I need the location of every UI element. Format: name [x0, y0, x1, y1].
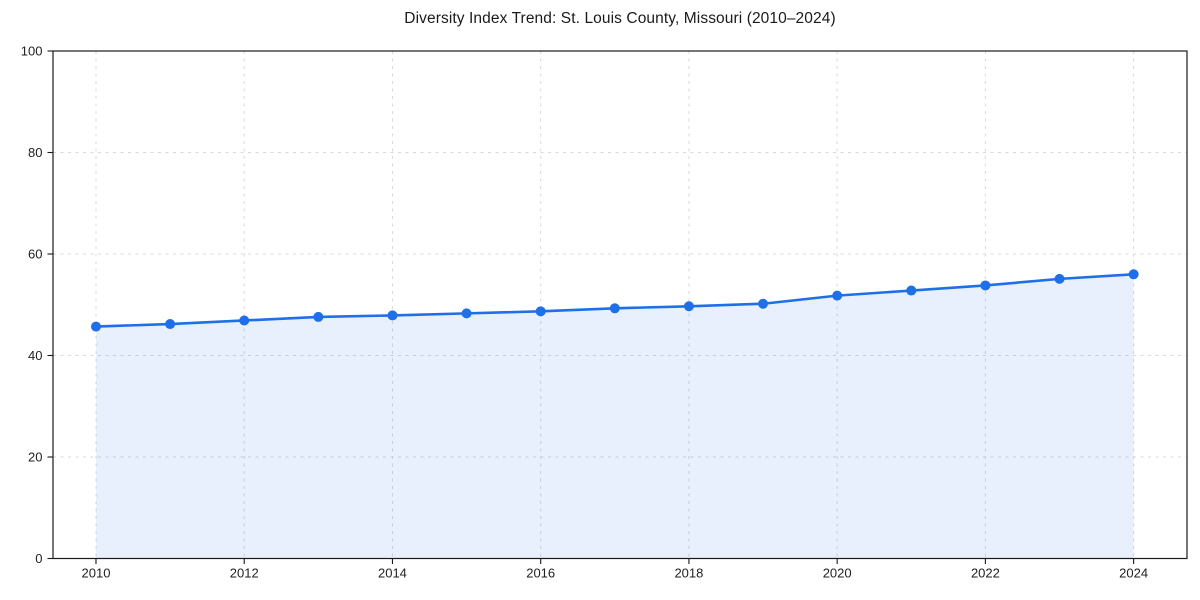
- data-point: [609, 303, 620, 314]
- data-point: [90, 321, 101, 332]
- x-tick-label: 2022: [971, 566, 1000, 581]
- area-fill: [95, 274, 1134, 559]
- x-tick-label: 2012: [230, 566, 259, 581]
- x-tick-label: 2016: [526, 566, 555, 581]
- data-point: [758, 298, 769, 309]
- data-point: [980, 280, 991, 291]
- y-tick-label: 20: [28, 449, 42, 464]
- data-point: [832, 290, 843, 301]
- data-point: [1128, 269, 1139, 280]
- y-tick-label: 40: [28, 348, 42, 363]
- data-point: [535, 306, 546, 317]
- data-point: [683, 301, 694, 312]
- x-tick-label: 2014: [378, 566, 407, 581]
- data-point: [461, 308, 472, 319]
- data-point: [239, 315, 250, 326]
- x-tick-label: 2020: [823, 566, 852, 581]
- data-point: [165, 319, 176, 330]
- x-tick-label: 2010: [82, 566, 111, 581]
- data-point: [1054, 273, 1065, 284]
- y-tick-label: 0: [35, 551, 42, 566]
- data-point: [313, 311, 324, 322]
- x-tick-label: 2024: [1119, 566, 1148, 581]
- y-tick-label: 80: [28, 145, 42, 160]
- chart-title: Diversity Index Trend: St. Louis County,…: [404, 10, 836, 27]
- y-tick-label: 60: [28, 246, 42, 261]
- data-point: [906, 285, 917, 296]
- data-point: [387, 310, 398, 321]
- plot-border: [52, 50, 1188, 560]
- x-tick-label: 2018: [674, 566, 703, 581]
- y-tick-label: 100: [21, 43, 43, 58]
